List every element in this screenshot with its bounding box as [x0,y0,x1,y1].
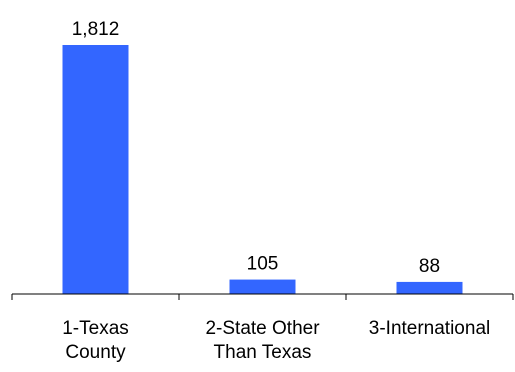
category-label: 1-Texas [62,318,129,339]
data-label: 1,812 [72,19,120,40]
category-label: County [65,342,126,363]
bar [396,281,463,294]
x-axis-ticks [11,294,514,300]
category-label: 3-International [369,318,490,339]
category-label: Than Texas [214,342,312,363]
data-labels: 1,812 105 88 [72,19,440,277]
category-label: 2-State Other [205,318,320,339]
data-label: 88 [419,256,440,277]
bar [229,279,296,294]
x-axis-tick-labels: 1-Texas County 2-State Other Than Texas 3-In… [62,318,490,363]
bar [62,45,129,294]
data-label: 105 [247,254,279,275]
bars [62,45,463,294]
